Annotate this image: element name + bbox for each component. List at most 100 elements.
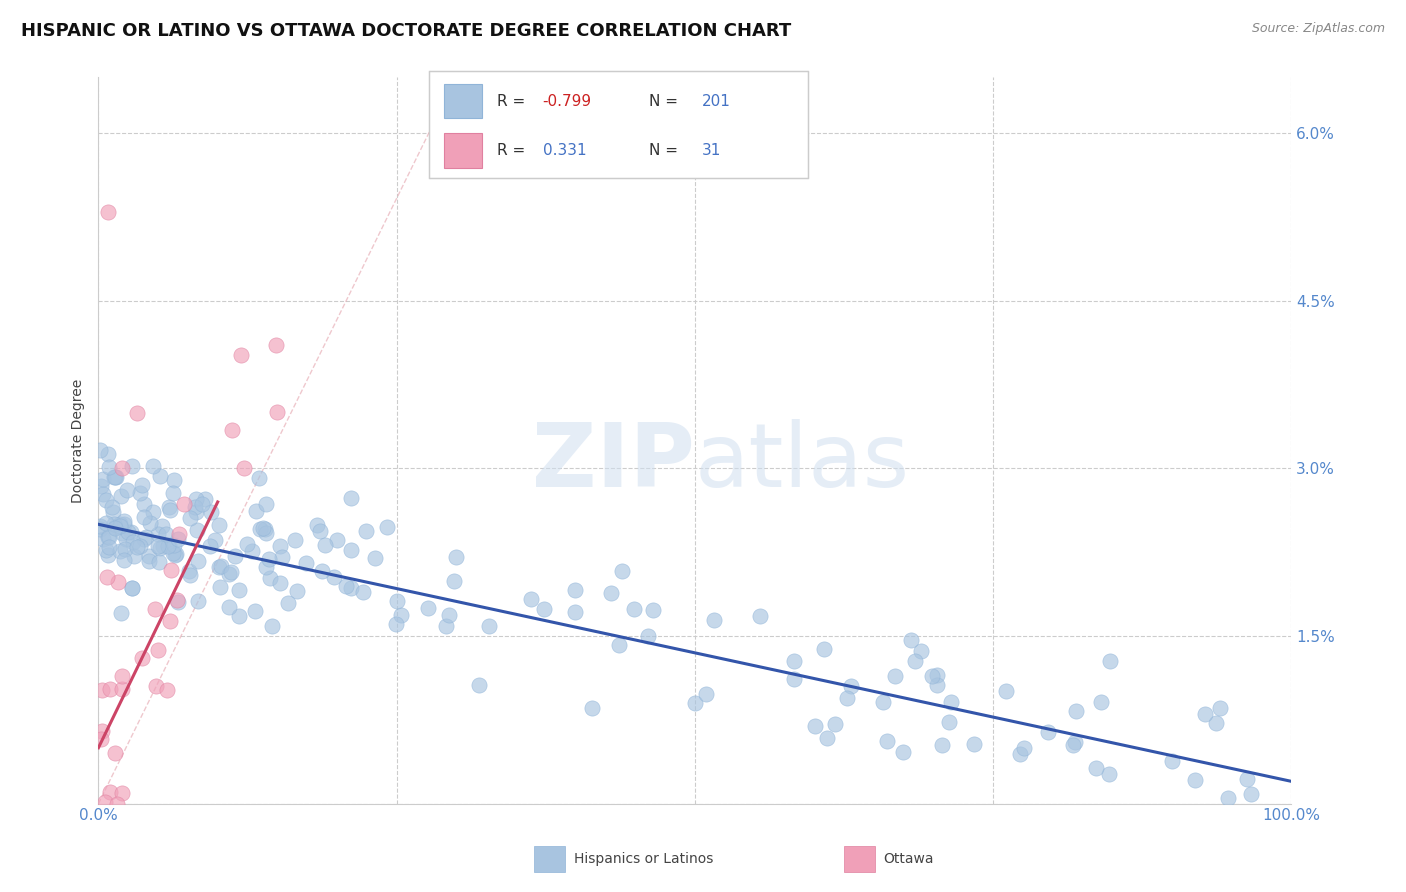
Point xyxy=(94,516,117,531)
Point xyxy=(824,716,846,731)
Point xyxy=(254,560,277,574)
Point xyxy=(138,516,160,531)
Point xyxy=(939,695,962,709)
Point xyxy=(1184,773,1206,788)
Point xyxy=(204,533,226,547)
Point xyxy=(97,540,120,554)
Point xyxy=(339,543,361,558)
Point xyxy=(165,548,187,562)
Point xyxy=(228,609,250,624)
Point xyxy=(436,619,458,633)
Point xyxy=(1036,724,1059,739)
Text: atlas: atlas xyxy=(695,419,910,506)
Point xyxy=(149,468,172,483)
Point xyxy=(1084,761,1107,775)
Point xyxy=(610,564,633,578)
Point xyxy=(266,405,288,419)
Point xyxy=(384,616,406,631)
Point xyxy=(90,479,112,493)
Point xyxy=(166,532,188,546)
Point xyxy=(1239,787,1261,801)
Point xyxy=(904,654,927,668)
Point xyxy=(184,500,207,514)
Point xyxy=(921,669,943,683)
Point xyxy=(156,682,179,697)
Point xyxy=(519,592,541,607)
Point xyxy=(132,497,155,511)
Point xyxy=(254,525,277,540)
Point xyxy=(148,555,170,569)
Point xyxy=(111,681,134,696)
Point xyxy=(533,601,555,615)
Text: Ottawa: Ottawa xyxy=(883,852,934,866)
Point xyxy=(240,544,263,558)
Point xyxy=(111,786,134,800)
Point xyxy=(162,485,184,500)
Point xyxy=(149,541,172,555)
Point xyxy=(284,533,307,547)
Text: 31: 31 xyxy=(702,143,721,158)
Point xyxy=(152,539,174,553)
Text: 201: 201 xyxy=(702,94,731,109)
Point xyxy=(910,644,932,658)
Point xyxy=(132,532,155,546)
Point xyxy=(269,539,291,553)
Point xyxy=(749,608,772,623)
Point xyxy=(1064,735,1087,749)
Point xyxy=(1090,695,1112,709)
Text: N =: N = xyxy=(650,143,683,158)
Point xyxy=(105,797,128,811)
FancyBboxPatch shape xyxy=(444,134,482,168)
Point xyxy=(122,535,145,549)
Point xyxy=(326,533,349,547)
Point xyxy=(98,459,121,474)
Point xyxy=(815,731,838,745)
Point xyxy=(157,538,180,552)
Point xyxy=(340,491,363,505)
Point xyxy=(208,580,231,594)
Point xyxy=(90,724,112,739)
Point xyxy=(1236,772,1258,786)
Point xyxy=(925,678,948,692)
Point xyxy=(108,544,131,558)
Point xyxy=(112,553,135,567)
Point xyxy=(91,533,114,547)
Point xyxy=(91,486,114,500)
Point xyxy=(103,470,125,484)
Point xyxy=(695,687,717,701)
Point xyxy=(1194,707,1216,722)
Point xyxy=(564,582,586,597)
Point xyxy=(245,504,267,518)
Point xyxy=(232,461,254,475)
Point xyxy=(637,629,659,643)
Point xyxy=(309,524,332,538)
Point xyxy=(107,574,129,589)
Point xyxy=(995,684,1018,698)
Point xyxy=(389,607,412,622)
Point xyxy=(270,549,292,564)
Text: N =: N = xyxy=(650,94,683,109)
Point xyxy=(1218,790,1240,805)
Point xyxy=(98,681,121,696)
Point xyxy=(89,442,111,457)
Point xyxy=(104,521,127,535)
Point xyxy=(564,605,586,619)
Point xyxy=(900,633,922,648)
Point xyxy=(1008,747,1031,761)
Point xyxy=(110,489,132,503)
Y-axis label: Doctorate Degree: Doctorate Degree xyxy=(72,378,86,503)
Text: Source: ZipAtlas.com: Source: ZipAtlas.com xyxy=(1251,22,1385,36)
Point xyxy=(783,672,806,686)
Point xyxy=(104,520,127,534)
Point xyxy=(260,619,283,633)
Text: Hispanics or Latinos: Hispanics or Latinos xyxy=(574,852,713,866)
Point xyxy=(163,538,186,552)
Point xyxy=(364,551,387,566)
Point xyxy=(872,695,894,709)
Point xyxy=(305,518,328,533)
Point xyxy=(138,554,160,568)
Point xyxy=(160,562,183,576)
Point xyxy=(138,549,160,563)
Point xyxy=(209,559,232,574)
Point xyxy=(927,668,949,682)
